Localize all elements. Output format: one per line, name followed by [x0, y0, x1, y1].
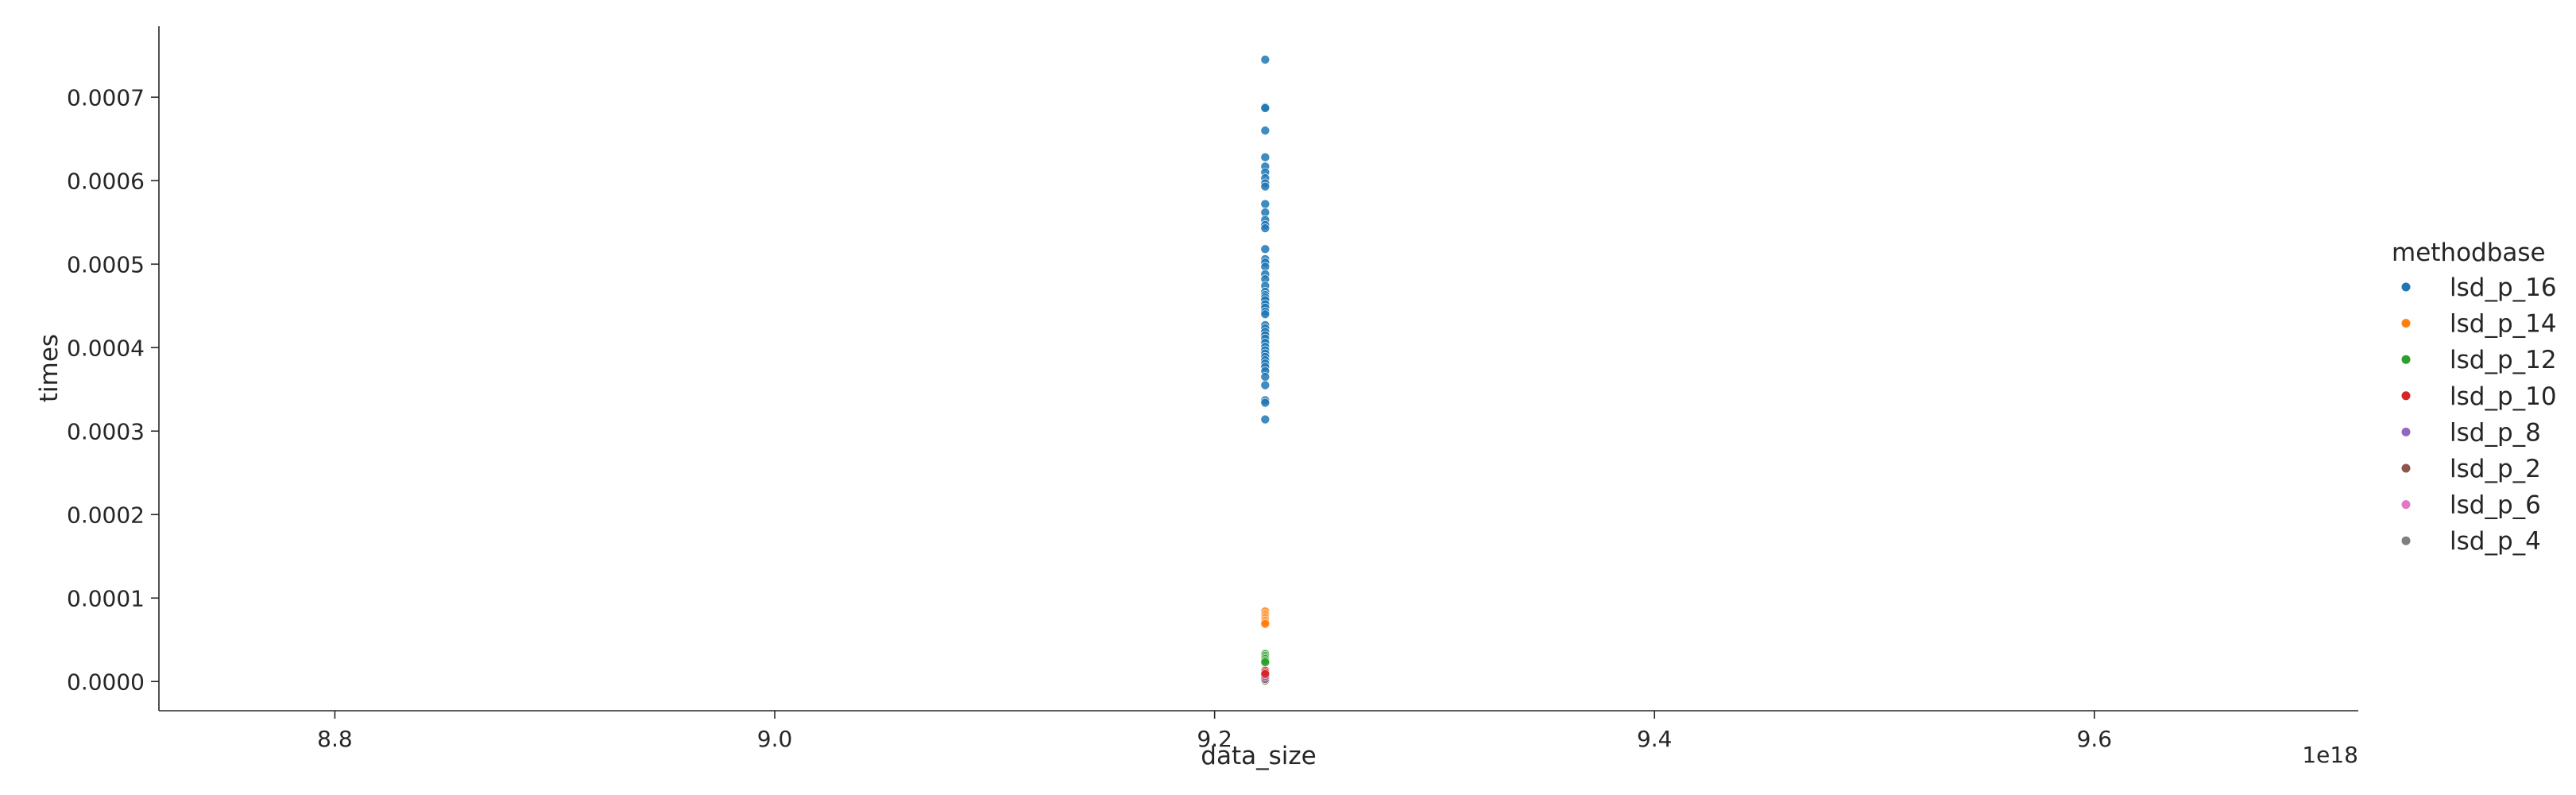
data-point	[1260, 372, 1271, 382]
data-point	[1260, 619, 1271, 629]
y-ticks: 0.0000 0.0001 0.0002 0.0003 0.0004 0.0005 0.00…	[67, 84, 159, 695]
x-axis-label: data_size	[1201, 742, 1316, 770]
data-point	[1260, 657, 1271, 667]
y-tick-label: 0.0005	[67, 251, 145, 277]
data-points	[1260, 55, 1271, 686]
y-tick-label: 0.0002	[67, 502, 145, 528]
data-point	[1260, 244, 1271, 254]
y-tick-label: 0.0003	[67, 418, 145, 444]
legend-label: lsd_p_4	[2450, 527, 2541, 556]
legend-label: lsd_p_10	[2450, 382, 2557, 411]
data-point	[1260, 55, 1271, 64]
legend-marker	[2401, 319, 2411, 328]
series-lsd_p_16	[1260, 55, 1271, 425]
data-point	[1260, 181, 1271, 192]
data-point	[1260, 199, 1271, 209]
series-lsd_p_14	[1260, 607, 1271, 629]
legend-marker	[2401, 282, 2411, 292]
data-point	[1260, 103, 1271, 113]
x-axis-offset-label: 1e18	[2302, 742, 2358, 768]
legend-label: lsd_p_14	[2450, 310, 2557, 339]
data-point	[1260, 126, 1271, 136]
legend-label: lsd_p_8	[2450, 418, 2541, 447]
legend-label: lsd_p_12	[2450, 346, 2557, 374]
legend-marker	[2401, 536, 2411, 545]
x-tick-label: 9.6	[2077, 726, 2113, 752]
legend-marker	[2401, 500, 2411, 510]
data-point	[1260, 414, 1271, 425]
legend-title: methodbase	[2392, 238, 2546, 267]
data-point	[1260, 380, 1271, 390]
data-point	[1260, 223, 1271, 233]
data-point	[1260, 309, 1271, 320]
data-point	[1260, 398, 1271, 408]
legend-marker	[2401, 463, 2411, 473]
legend-label: lsd_p_6	[2450, 491, 2541, 520]
x-tick-label: 8.8	[317, 726, 353, 752]
series-lsd_p_10	[1260, 665, 1271, 679]
y-tick-label: 0.0006	[67, 168, 145, 194]
plot-area: 8.8 9.0 9.2 9.4 9.6 0.0000 0.0001 0.0002 0.0003…	[67, 26, 2358, 752]
data-point	[1260, 669, 1271, 679]
y-tick-label: 0.0004	[67, 335, 145, 361]
legend-marker	[2401, 427, 2411, 436]
y-tick-label: 0.0001	[67, 585, 145, 611]
legend-label: lsd_p_16	[2450, 273, 2557, 302]
legend-marker	[2401, 391, 2411, 401]
y-tick-label: 0.0007	[67, 84, 145, 111]
y-axis-label: times	[35, 334, 64, 402]
y-tick-label: 0.0000	[67, 669, 145, 695]
legend: methodbase lsd_p_16 lsd_p_14 lsd_p_12 lsd_p…	[2392, 238, 2557, 556]
x-tick-label: 9.4	[1637, 726, 1673, 752]
legend-marker	[2401, 355, 2411, 364]
x-ticks: 8.8 9.0 9.2 9.4 9.6	[317, 711, 2112, 752]
series-lsd_p_12	[1260, 649, 1271, 667]
x-tick-label: 9.0	[757, 726, 793, 752]
legend-label: lsd_p_2	[2450, 455, 2541, 483]
data-point	[1260, 153, 1271, 162]
x-tick-label: 9.2	[1197, 726, 1232, 752]
